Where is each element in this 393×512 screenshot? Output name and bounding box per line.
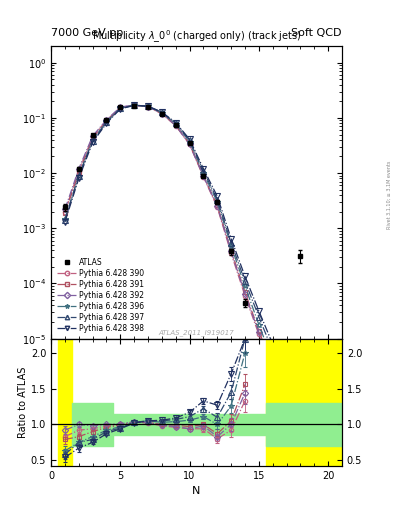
Bar [58, 339, 72, 466]
Text: Rivet 3.1.10; ≥ 3.1M events: Rivet 3.1.10; ≥ 3.1M events [387, 160, 392, 229]
Text: Soft QCD: Soft QCD [292, 28, 342, 38]
Title: Multiplicity $\lambda\_0^0$ (charged only) (track jets): Multiplicity $\lambda\_0^0$ (charged onl… [92, 29, 301, 46]
Y-axis label: Ratio to ATLAS: Ratio to ATLAS [18, 367, 28, 438]
X-axis label: N: N [192, 486, 201, 496]
Text: 7000 GeV pp: 7000 GeV pp [51, 28, 123, 38]
Bar [266, 403, 342, 446]
Text: ATLAS_2011_I919017: ATLAS_2011_I919017 [159, 329, 234, 336]
Legend: ATLAS, Pythia 6.428 390, Pythia 6.428 391, Pythia 6.428 392, Pythia 6.428 396, P: ATLAS, Pythia 6.428 390, Pythia 6.428 39… [55, 256, 147, 335]
Bar [266, 339, 342, 466]
